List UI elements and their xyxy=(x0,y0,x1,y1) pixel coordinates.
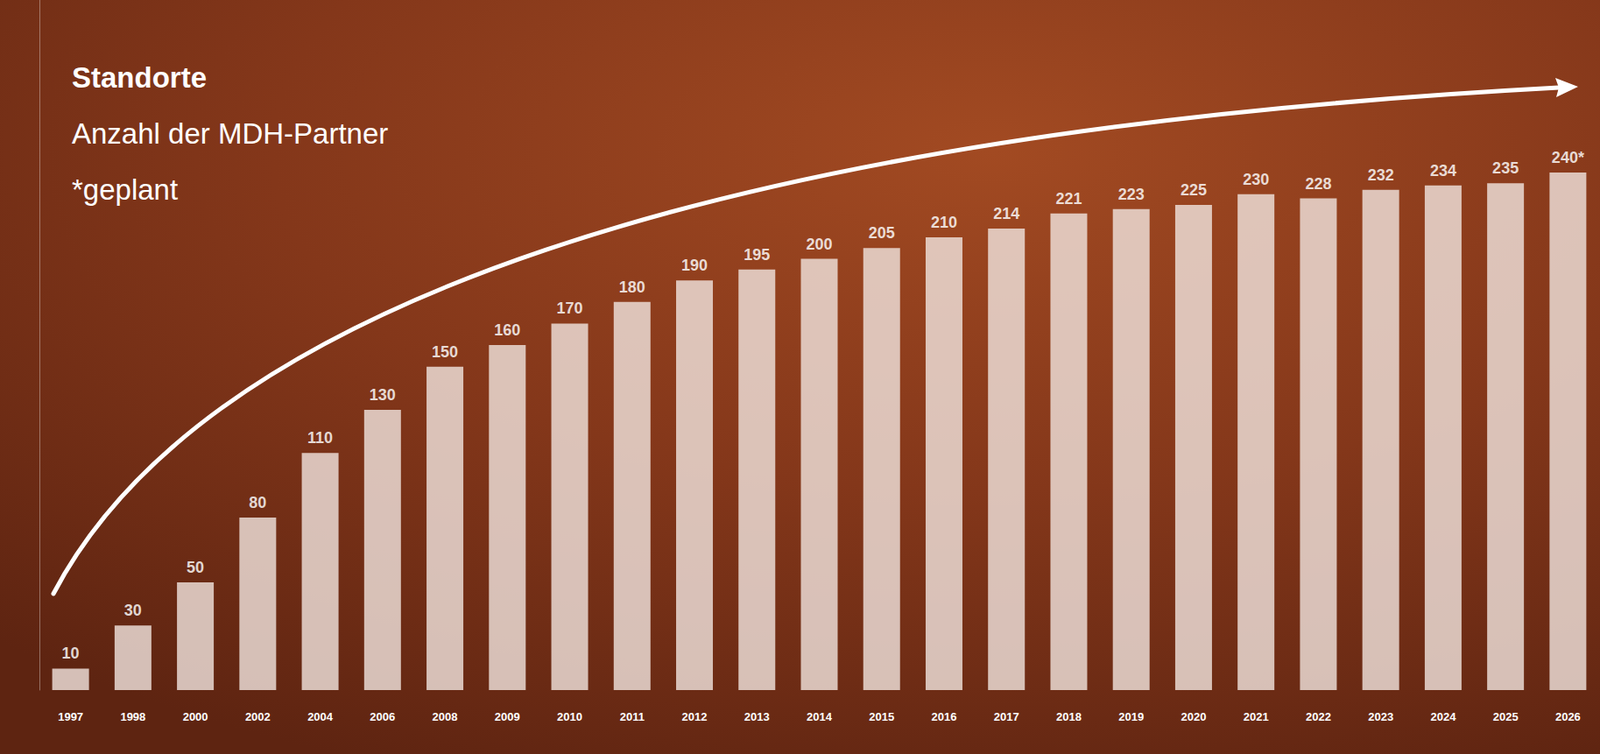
svg-text:2000: 2000 xyxy=(183,710,209,724)
svg-text:2018: 2018 xyxy=(1056,710,1082,724)
svg-text:205: 205 xyxy=(868,224,896,242)
svg-text:2022: 2022 xyxy=(1305,710,1332,724)
svg-text:2017: 2017 xyxy=(993,710,1020,724)
svg-text:1998: 1998 xyxy=(119,710,146,724)
svg-text:228: 228 xyxy=(1304,175,1332,193)
svg-text:2019: 2019 xyxy=(1118,710,1144,724)
svg-text:*geplant: *geplant xyxy=(71,173,178,206)
svg-text:30: 30 xyxy=(124,601,142,620)
svg-text:230: 230 xyxy=(1242,170,1269,189)
svg-text:2011: 2011 xyxy=(620,710,645,724)
svg-text:1997: 1997 xyxy=(57,710,84,724)
svg-text:110: 110 xyxy=(307,429,333,447)
svg-text:Standorte: Standorte xyxy=(71,61,207,94)
svg-text:180: 180 xyxy=(619,278,646,297)
svg-text:221: 221 xyxy=(1055,190,1082,208)
svg-text:234: 234 xyxy=(1430,162,1457,180)
svg-text:2014: 2014 xyxy=(806,710,833,724)
svg-text:2012: 2012 xyxy=(682,710,708,724)
svg-text:225: 225 xyxy=(1180,181,1207,199)
svg-text:10: 10 xyxy=(62,644,80,663)
svg-text:200: 200 xyxy=(805,235,832,254)
svg-text:2004: 2004 xyxy=(307,710,334,724)
svg-text:2002: 2002 xyxy=(245,710,271,724)
svg-text:150: 150 xyxy=(431,343,459,361)
svg-text:2010: 2010 xyxy=(556,710,583,724)
svg-text:223: 223 xyxy=(1118,185,1145,204)
svg-text:50: 50 xyxy=(186,558,205,577)
svg-text:2023: 2023 xyxy=(1367,710,1394,724)
svg-text:240*: 240* xyxy=(1551,148,1585,167)
svg-text:2024: 2024 xyxy=(1430,710,1457,724)
svg-text:160: 160 xyxy=(493,321,521,339)
svg-text:2021: 2021 xyxy=(1243,710,1269,724)
svg-text:2013: 2013 xyxy=(744,710,770,724)
svg-text:2006: 2006 xyxy=(369,710,395,724)
svg-text:2016: 2016 xyxy=(931,710,958,724)
svg-text:Anzahl der MDH-Partner: Anzahl der MDH-Partner xyxy=(71,117,388,150)
svg-text:210: 210 xyxy=(930,213,958,232)
svg-text:195: 195 xyxy=(743,246,770,264)
svg-text:2025: 2025 xyxy=(1493,710,1519,724)
svg-text:80: 80 xyxy=(248,493,267,512)
svg-text:2020: 2020 xyxy=(1180,710,1206,724)
svg-text:2009: 2009 xyxy=(494,710,521,724)
svg-text:214: 214 xyxy=(993,204,1020,223)
svg-text:235: 235 xyxy=(1492,159,1519,177)
svg-text:232: 232 xyxy=(1367,166,1395,184)
svg-text:2008: 2008 xyxy=(432,710,459,724)
svg-text:2026: 2026 xyxy=(1555,710,1581,724)
svg-text:130: 130 xyxy=(369,386,396,404)
svg-text:190: 190 xyxy=(681,256,708,275)
svg-text:170: 170 xyxy=(556,299,584,318)
svg-text:2015: 2015 xyxy=(868,710,895,724)
